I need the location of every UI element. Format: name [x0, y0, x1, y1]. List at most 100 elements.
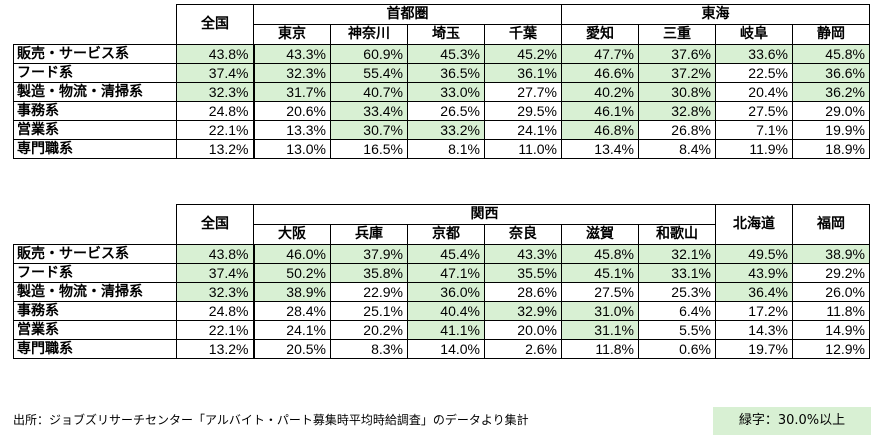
value-cell: 17.2%: [715, 301, 793, 321]
value-cell: 55.4%: [330, 63, 408, 83]
table-row: 営業系 22.1% 13.3% 30.7% 33.2% 24.1% 46.8% 26.8% 7.…: [13, 120, 870, 140]
value-cell: 35.8%: [330, 263, 408, 283]
value-cell: 26.8%: [638, 120, 716, 140]
value-cell: 25.1%: [330, 301, 408, 321]
row-label: 製造・物流・清掃系: [13, 282, 177, 302]
value-cell: 33.6%: [715, 44, 793, 64]
value-cell: 14.0%: [407, 339, 485, 359]
value-cell: 32.3%: [176, 282, 255, 302]
row-label: 専門職系: [13, 139, 177, 159]
value-cell: 35.5%: [484, 263, 562, 283]
table-row: フード系 37.4% 32.3% 55.4% 36.5% 36.1% 46.6% 37.2% 2…: [13, 63, 870, 83]
corner-cell: [13, 204, 177, 245]
value-cell: 36.0%: [407, 282, 485, 302]
corner-cell: [13, 4, 177, 45]
table-row: 専門職系 13.2% 13.0% 16.5% 8.1% 11.0% 13.4% 8.4% 11.…: [13, 139, 870, 159]
value-cell: 33.1%: [638, 263, 716, 283]
value-cell: 13.2%: [176, 339, 255, 359]
value-cell: 31.0%: [561, 301, 639, 321]
value-cell: 32.1%: [638, 244, 716, 264]
value-cell: 20.4%: [715, 82, 793, 102]
value-cell: 11.8%: [561, 339, 639, 359]
table-row: 販売・サービス系 43.8% 46.0% 37.9% 45.4% 43.3% 45.8% 32…: [13, 244, 870, 264]
value-cell: 22.5%: [715, 63, 793, 83]
value-cell: 43.3%: [484, 244, 562, 264]
value-cell: 22.1%: [176, 120, 255, 140]
region-header-hokkaido: 北海道: [715, 204, 793, 245]
value-cell: 24.8%: [176, 101, 255, 121]
value-cell: 36.1%: [484, 63, 562, 83]
table-row: 専門職系 13.2% 20.5% 8.3% 14.0% 2.6% 11.8% 0.6% 19.7…: [13, 339, 870, 359]
value-cell: 36.5%: [407, 63, 485, 83]
value-cell: 27.5%: [561, 282, 639, 302]
value-cell: 40.7%: [330, 82, 408, 102]
value-cell: 45.8%: [792, 44, 870, 64]
value-cell: 31.7%: [253, 82, 331, 102]
value-cell: 19.9%: [792, 120, 870, 140]
region-header-osaka: 大阪: [253, 224, 331, 245]
region-header-shizuoka: 静岡: [792, 24, 870, 45]
value-cell: 13.4%: [561, 139, 639, 159]
value-cell: 50.2%: [253, 263, 331, 283]
value-cell: 38.9%: [253, 282, 331, 302]
row-label: 専門職系: [13, 339, 177, 359]
value-cell: 36.4%: [715, 282, 793, 302]
value-cell: 47.7%: [561, 44, 639, 64]
value-cell: 45.3%: [407, 44, 485, 64]
value-cell: 36.6%: [792, 63, 870, 83]
value-cell: 26.5%: [407, 101, 485, 121]
value-cell: 41.1%: [407, 320, 485, 340]
value-cell: 13.3%: [253, 120, 331, 140]
header-national: 全国: [176, 4, 254, 45]
value-cell: 37.4%: [176, 63, 255, 83]
group-header-shutoken: 首都圏: [253, 4, 562, 25]
value-cell: 28.6%: [484, 282, 562, 302]
value-cell: 20.2%: [330, 320, 408, 340]
value-cell: 8.3%: [330, 339, 408, 359]
value-cell: 46.6%: [561, 63, 639, 83]
value-cell: 29.2%: [792, 263, 870, 283]
region-header-hyogo: 兵庫: [330, 224, 408, 245]
source-note: 出所：ジョブズリサーチセンター「アルバイト・パート募集時平均時給調査」のデータよ…: [13, 413, 529, 427]
value-cell: 26.0%: [792, 282, 870, 302]
row-label: 販売・サービス系: [13, 44, 177, 64]
value-cell: 40.2%: [561, 82, 639, 102]
value-cell: 27.7%: [484, 82, 562, 102]
value-cell: 38.9%: [792, 244, 870, 264]
value-cell: 16.5%: [330, 139, 408, 159]
table-row: 製造・物流・清掃系 32.3% 31.7% 40.7% 33.0% 27.7% 40.2% 3…: [13, 82, 870, 102]
table-row: 販売・サービス系 43.8% 43.3% 60.9% 45.3% 45.2% 47.7% 37…: [13, 44, 870, 64]
value-cell: 24.1%: [484, 120, 562, 140]
value-cell: 43.3%: [253, 44, 331, 64]
value-cell: 20.6%: [253, 101, 331, 121]
value-cell: 14.3%: [715, 320, 793, 340]
value-cell: 7.1%: [715, 120, 793, 140]
value-cell: 32.9%: [484, 301, 562, 321]
wage-table-bottom: 全国 関西 北海道 福岡 大阪 兵庫 京都 奈良 滋賀 和歌山 販売・サービス系…: [13, 204, 870, 359]
value-cell: 6.4%: [638, 301, 716, 321]
row-label: 営業系: [13, 320, 177, 340]
value-cell: 45.2%: [484, 44, 562, 64]
value-cell: 37.9%: [330, 244, 408, 264]
value-cell: 45.4%: [407, 244, 485, 264]
row-label: 製造・物流・清掃系: [13, 82, 177, 102]
value-cell: 31.1%: [561, 320, 639, 340]
row-label: 販売・サービス系: [13, 244, 177, 264]
table-row: 製造・物流・清掃系 32.3% 38.9% 22.9% 36.0% 28.6% 27.5% 2…: [13, 282, 870, 302]
region-header-tokyo: 東京: [253, 24, 331, 45]
value-cell: 24.1%: [253, 320, 331, 340]
value-cell: 32.3%: [253, 63, 331, 83]
value-cell: 24.8%: [176, 301, 255, 321]
value-cell: 60.9%: [330, 44, 408, 64]
value-cell: 33.0%: [407, 82, 485, 102]
region-header-shiga: 滋賀: [561, 224, 639, 245]
value-cell: 33.4%: [330, 101, 408, 121]
value-cell: 20.0%: [484, 320, 562, 340]
value-cell: 2.6%: [484, 339, 562, 359]
value-cell: 37.2%: [638, 63, 716, 83]
region-header-wakayama: 和歌山: [638, 224, 716, 245]
value-cell: 11.9%: [715, 139, 793, 159]
value-cell: 46.0%: [253, 244, 331, 264]
header-national: 全国: [176, 204, 254, 245]
region-header-kyoto: 京都: [407, 224, 485, 245]
